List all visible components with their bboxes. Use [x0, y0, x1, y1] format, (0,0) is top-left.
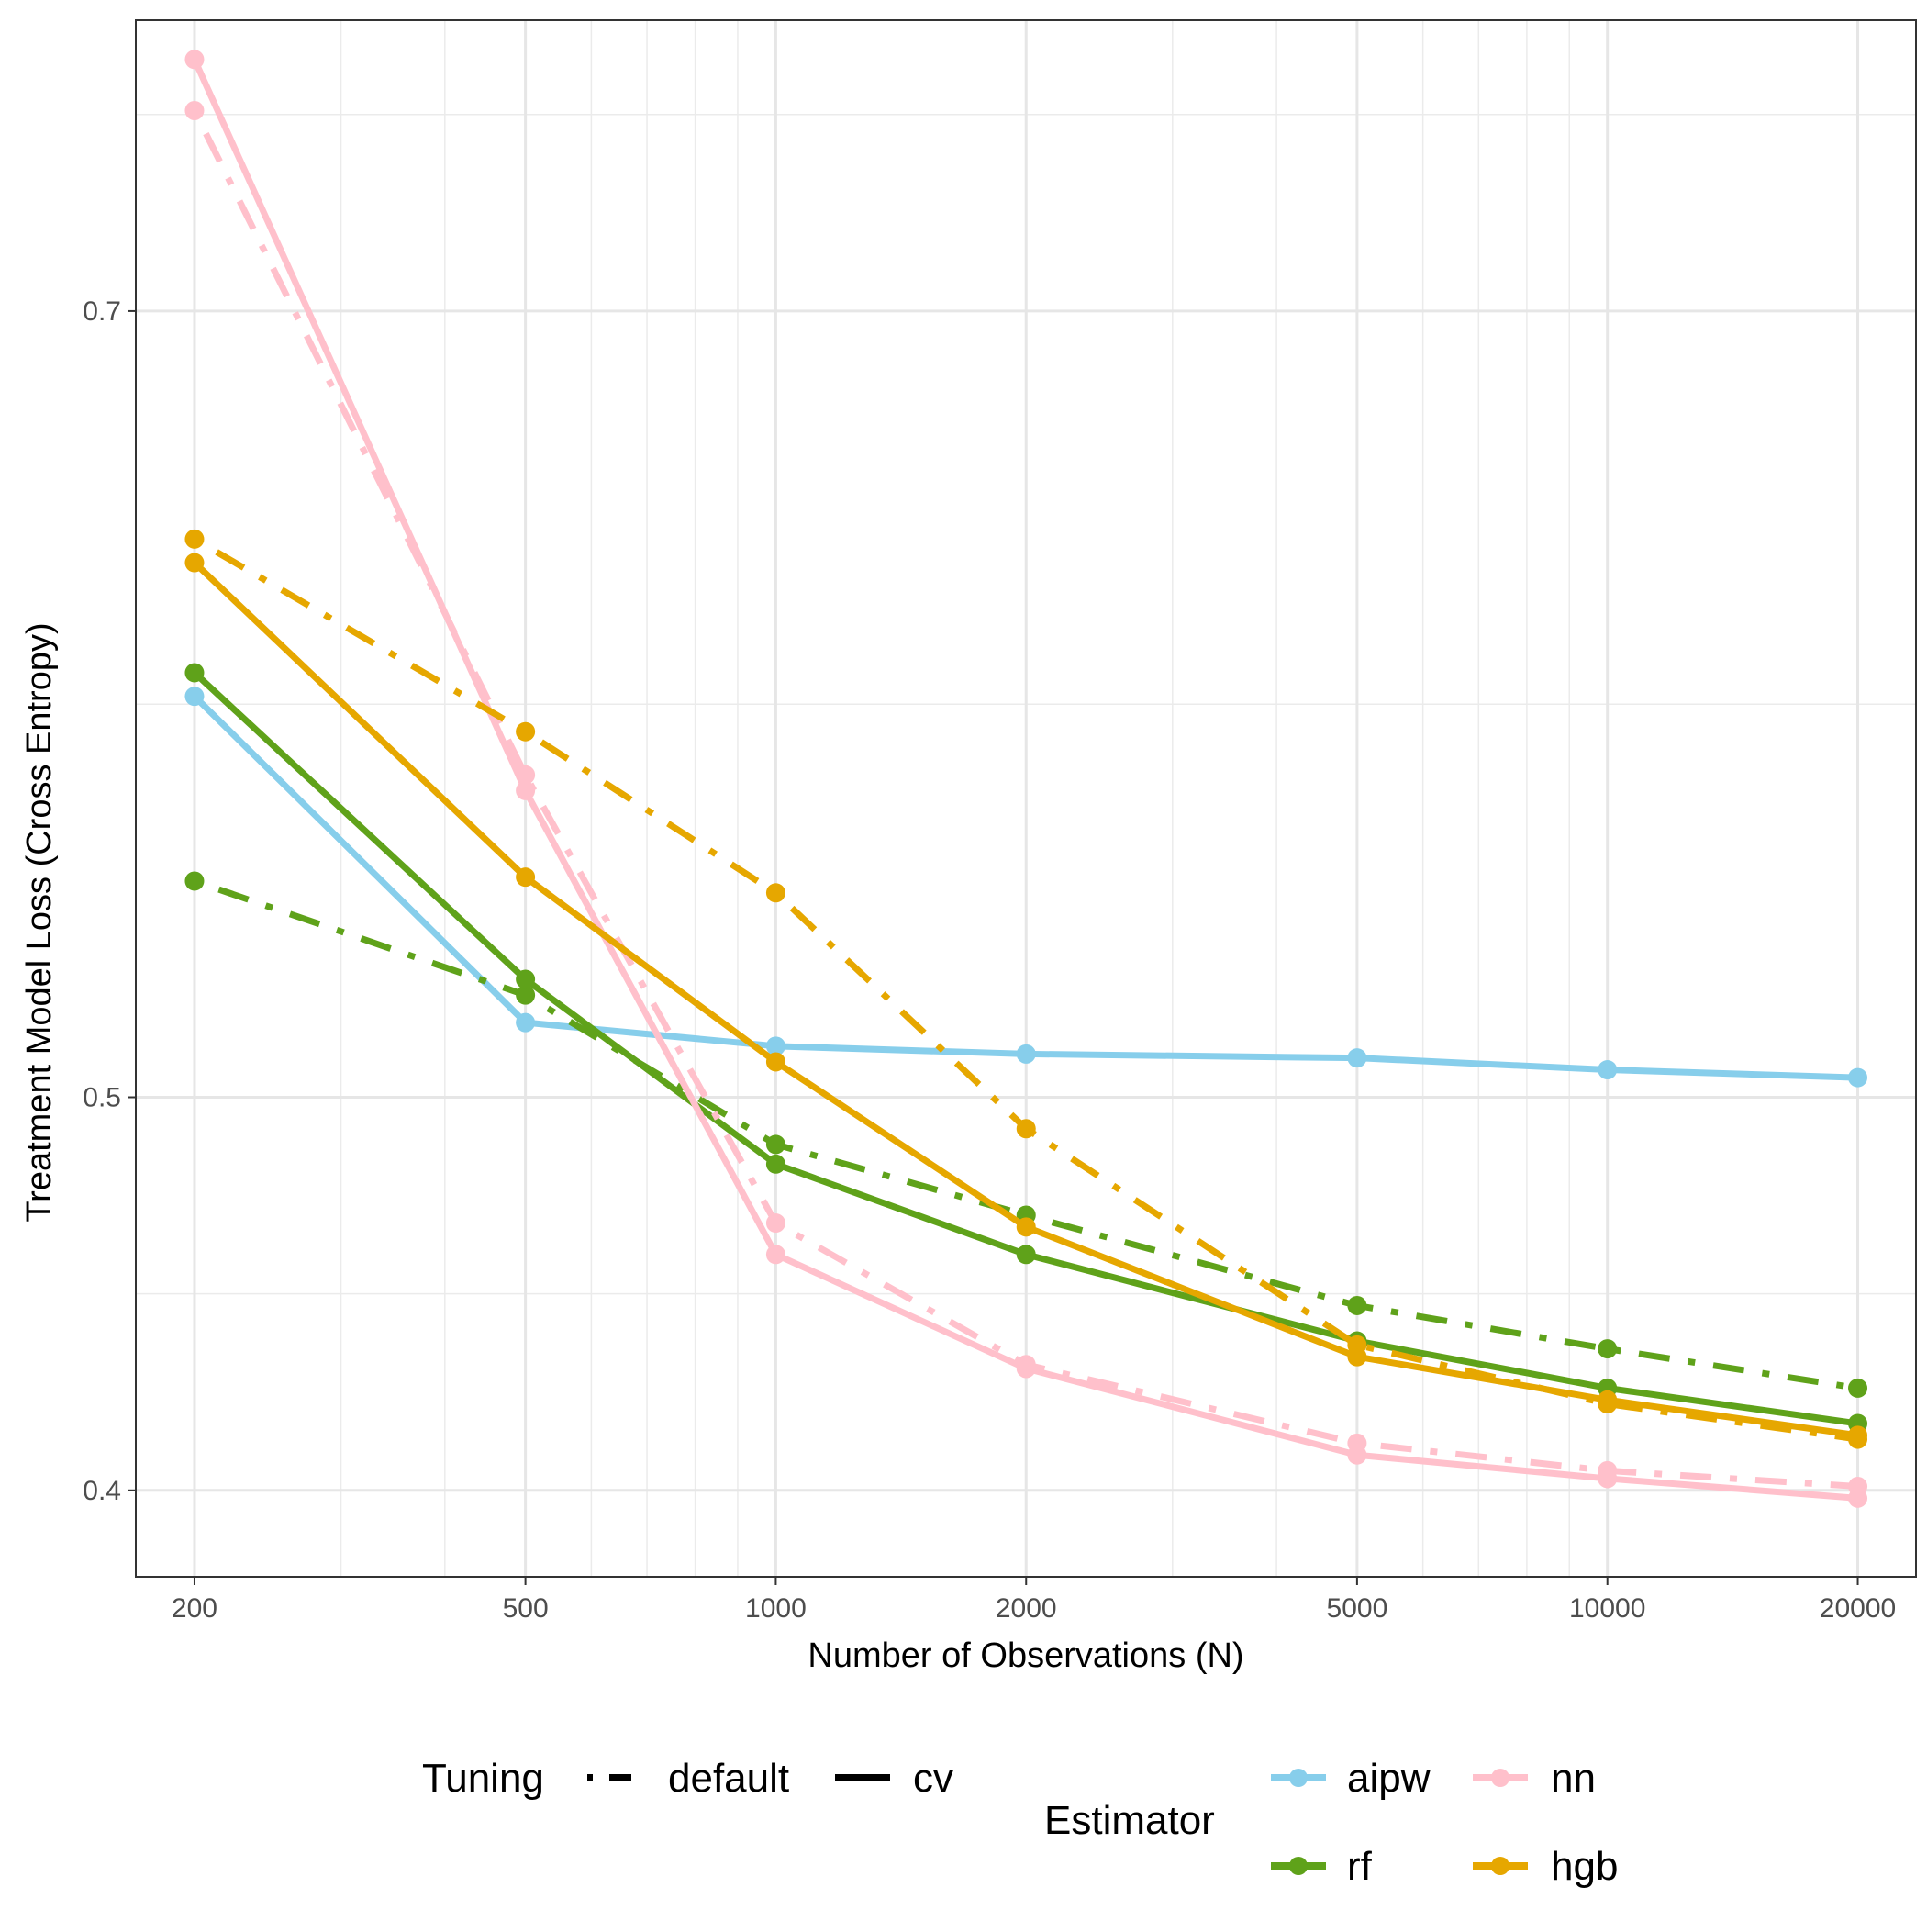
x-tick-label: 1000	[745, 1593, 807, 1624]
data-point-hgb-default	[516, 721, 536, 742]
data-point-aipw-cv	[184, 687, 205, 707]
x-tick-label: 20000	[1820, 1593, 1896, 1624]
y-tick-label: 0.5	[83, 1082, 121, 1112]
legend-default-label: default	[668, 1756, 789, 1801]
y-tick-label: 0.7	[83, 296, 121, 327]
data-point-nn-cv	[1016, 1358, 1036, 1379]
legend: Tuning default cv Estimator aipw nn rf h…	[422, 1756, 1618, 1889]
data-point-rf-cv	[184, 663, 205, 683]
data-point-aipw-cv	[1848, 1067, 1868, 1088]
data-point-nn-cv	[1347, 1445, 1367, 1465]
data-point-aipw-cv	[1598, 1060, 1618, 1080]
data-point-nn-default	[765, 1213, 785, 1234]
data-point-aipw-cv	[765, 1036, 785, 1056]
x-tick-label: 5000	[1327, 1593, 1388, 1624]
legend-estimator-title: Estimator	[1044, 1798, 1215, 1843]
x-tick-label: 10000	[1569, 1593, 1645, 1624]
data-point-hgb-default	[765, 883, 785, 903]
data-point-hgb-default	[184, 529, 205, 549]
data-point-nn-cv	[1598, 1469, 1618, 1489]
x-tick-label: 500	[503, 1593, 549, 1624]
series-nn-cv	[184, 50, 1868, 1508]
data-point-rf-default	[1347, 1295, 1367, 1315]
data-point-rf-cv	[516, 969, 536, 989]
data-point-aipw-cv	[1016, 1044, 1036, 1064]
data-point-aipw-cv	[516, 1012, 536, 1033]
legend-cv-label: cv	[913, 1756, 953, 1801]
x-axis-title: Number of Observations (N)	[808, 1636, 1243, 1675]
legend-nn-label: nn	[1551, 1756, 1596, 1801]
series-hgb-default	[184, 529, 1868, 1449]
data-point-hgb-cv	[1347, 1346, 1367, 1367]
data-point-nn-cv	[184, 50, 205, 70]
legend-nn-marker	[1491, 1769, 1509, 1787]
data-point-hgb-cv	[1016, 1217, 1036, 1237]
y-tick-label: 0.4	[83, 1476, 121, 1506]
legend-tuning-title: Tuning	[422, 1756, 544, 1801]
x-tick-label: 2000	[996, 1593, 1057, 1624]
x-tick-label: 200	[172, 1593, 217, 1624]
data-point-rf-default	[1848, 1378, 1868, 1398]
data-point-nn-default	[184, 101, 205, 121]
grid-lines	[136, 20, 1916, 1577]
data-point-rf-cv	[765, 1154, 785, 1174]
legend-rf-marker	[1289, 1857, 1308, 1875]
data-point-hgb-cv	[765, 1052, 785, 1072]
data-point-hgb-cv	[1848, 1425, 1868, 1446]
data-point-rf-default	[516, 985, 536, 1005]
data-point-aipw-cv	[1347, 1048, 1367, 1068]
legend-hgb-label: hgb	[1551, 1844, 1618, 1889]
data-point-rf-default	[184, 871, 205, 891]
axes: 200 500 1000 2000 5000 10000 20000 0.4 0.5 0.7	[83, 296, 1896, 1624]
data-point-rf-cv	[1016, 1245, 1036, 1265]
legend-rf-label: rf	[1347, 1844, 1373, 1889]
legend-hgb-marker	[1491, 1857, 1509, 1875]
data-point-hgb-cv	[516, 867, 536, 888]
data-point-hgb-default	[1016, 1119, 1036, 1139]
data-point-hgb-cv	[184, 553, 205, 573]
data-point-hgb-cv	[1598, 1390, 1618, 1410]
data-point-nn-cv	[1848, 1488, 1868, 1508]
data-point-nn-cv	[765, 1245, 785, 1265]
legend-aipw-marker	[1289, 1769, 1308, 1787]
data-series	[184, 50, 1868, 1508]
y-axis-title: Treatment Model Loss (Cross Entropy)	[20, 622, 59, 1222]
legend-aipw-label: aipw	[1347, 1756, 1431, 1801]
series-hgb-cv	[184, 553, 1868, 1446]
data-point-rf-default	[765, 1134, 785, 1155]
series-aipw-cv	[184, 687, 1868, 1088]
data-point-nn-cv	[516, 780, 536, 800]
data-point-rf-default	[1598, 1339, 1618, 1359]
